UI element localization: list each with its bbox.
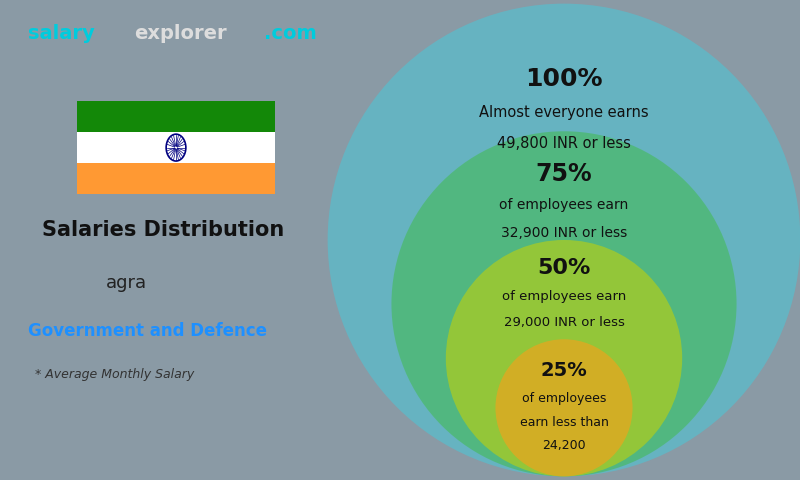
Text: salary: salary: [28, 24, 95, 43]
Text: 50%: 50%: [538, 258, 590, 278]
Text: of employees: of employees: [522, 392, 606, 405]
Text: 100%: 100%: [526, 67, 602, 91]
Text: Salaries Distribution: Salaries Distribution: [42, 220, 285, 240]
Text: of employees earn: of employees earn: [502, 290, 626, 303]
Circle shape: [446, 240, 682, 476]
Text: 75%: 75%: [536, 162, 592, 186]
Text: .com: .com: [264, 24, 317, 43]
Text: explorer: explorer: [134, 24, 226, 43]
Text: 24,200: 24,200: [542, 439, 586, 452]
Text: 29,000 INR or less: 29,000 INR or less: [503, 316, 625, 329]
Text: Almost everyone earns: Almost everyone earns: [479, 105, 649, 120]
Text: agra: agra: [106, 274, 146, 292]
Text: Government and Defence: Government and Defence: [28, 322, 267, 340]
Bar: [78, 163, 274, 194]
Text: 49,800 INR or less: 49,800 INR or less: [497, 135, 631, 151]
Text: * Average Monthly Salary: * Average Monthly Salary: [35, 368, 194, 381]
Text: 32,900 INR or less: 32,900 INR or less: [501, 226, 627, 240]
Bar: [78, 132, 274, 163]
Text: earn less than: earn less than: [519, 416, 609, 429]
Text: of employees earn: of employees earn: [499, 198, 629, 212]
Text: 25%: 25%: [541, 360, 587, 380]
Bar: [78, 101, 274, 132]
Circle shape: [495, 339, 633, 476]
Circle shape: [391, 131, 737, 476]
Circle shape: [328, 4, 800, 476]
